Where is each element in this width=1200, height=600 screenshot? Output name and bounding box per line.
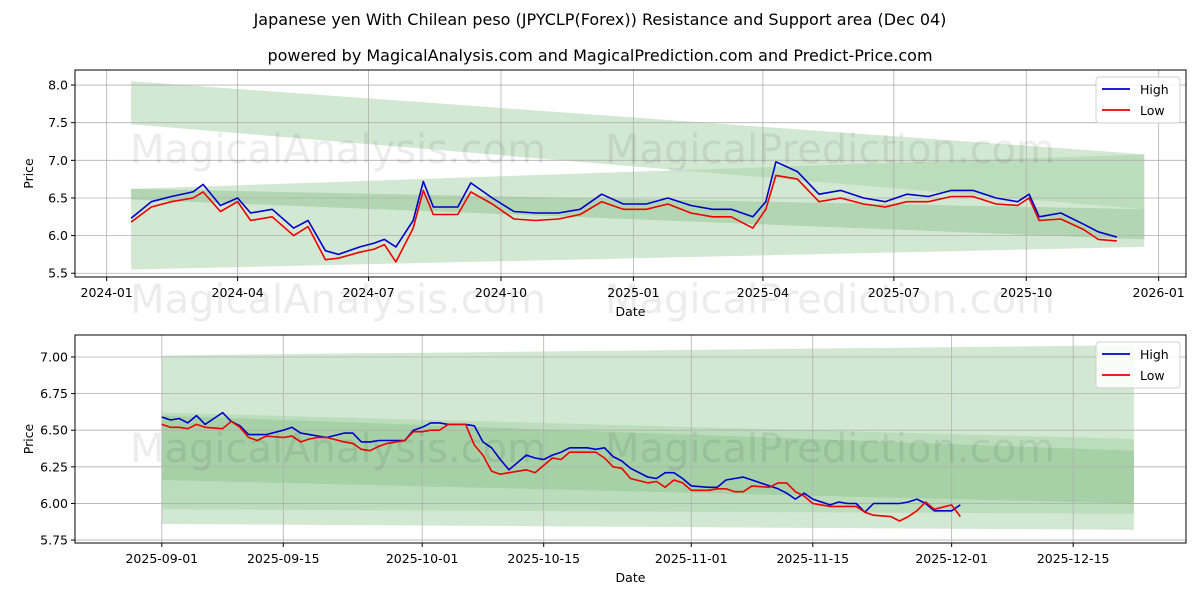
high-price-line bbox=[130, 161, 1118, 256]
plot-panel: 5.5 6.0 6.5 7.0 7.5 8.0 2024-01 2024-04 2024-07 2… bbox=[21, 69, 1187, 319]
axes-frame bbox=[74, 334, 1187, 544]
watermark: MagicalPrediction.com bbox=[605, 127, 1055, 173]
legend: High Low bbox=[1095, 76, 1181, 124]
y-tick-label: 7.5 bbox=[48, 115, 68, 130]
plot-area bbox=[75, 70, 1186, 277]
y-tick-label: 6.0 bbox=[48, 228, 68, 243]
chart-subtitle: powered by MagicalAnalysis.com and Magic… bbox=[267, 46, 933, 65]
legend-label-low: Low bbox=[1140, 103, 1165, 118]
y-tick-label: 6.00 bbox=[40, 496, 68, 511]
watermark: MagicalPrediction.com bbox=[605, 426, 1055, 472]
legend-label-high: High bbox=[1140, 82, 1169, 97]
high-price-line bbox=[161, 411, 961, 514]
y-axis-label: Price bbox=[21, 158, 36, 189]
x-tick-label: 2025-09-15 bbox=[247, 551, 320, 566]
x-tick-label: 2025-04 bbox=[737, 285, 789, 300]
watermark: MagicalAnalysis.com bbox=[130, 426, 546, 472]
legend: High Low bbox=[1095, 341, 1181, 389]
y-tick-label: 7.0 bbox=[48, 153, 68, 168]
y-tick-label: 8.0 bbox=[48, 78, 68, 93]
x-tick-label: 2025-12-01 bbox=[915, 551, 988, 566]
y-tick-label: 7.00 bbox=[40, 349, 68, 364]
x-tick-label: 2024-01 bbox=[81, 285, 133, 300]
y-tick-label: 6.75 bbox=[40, 386, 68, 401]
legend-label-high: High bbox=[1140, 347, 1169, 362]
y-tick-label: 6.50 bbox=[40, 423, 68, 438]
y-tick-label: 6.25 bbox=[40, 459, 68, 474]
watermark: MagicalPrediction.com bbox=[605, 277, 1055, 323]
x-tick-label: 2025-11-15 bbox=[776, 551, 849, 566]
low-price-line bbox=[161, 420, 961, 522]
x-tick-label: 2024-10 bbox=[475, 285, 527, 300]
y-axis-label: Price bbox=[21, 423, 36, 454]
y-tick-label: 5.5 bbox=[48, 266, 68, 281]
x-tick-label: 2025-01 bbox=[607, 285, 659, 300]
x-axis-label: Date bbox=[616, 570, 646, 585]
x-tick-label: 2025-11-01 bbox=[655, 551, 728, 566]
support-resistance-band bbox=[131, 188, 1145, 240]
watermark: MagicalAnalysis.com bbox=[130, 277, 546, 323]
x-tick-label: 2025-07 bbox=[868, 285, 920, 300]
x-tick-label: 2026-01 bbox=[1133, 285, 1185, 300]
plot-area bbox=[75, 335, 1186, 543]
support-resistance-band bbox=[161, 415, 1134, 504]
x-axis-label: Date bbox=[616, 304, 646, 319]
plot-panel: 5.75 6.00 6.25 6.50 6.75 7.00 2025-09-01 2025-0… bbox=[21, 334, 1187, 585]
x-tick-label: 2025-10-01 bbox=[386, 551, 459, 566]
x-tick-label: 2025-12-15 bbox=[1037, 551, 1110, 566]
low-price-line bbox=[130, 174, 1117, 263]
y-tick-label: 6.5 bbox=[48, 190, 68, 205]
legend-label-low: Low bbox=[1140, 368, 1165, 383]
x-tick-label: 2025-09-01 bbox=[125, 551, 198, 566]
x-tick-label: 2025-10-15 bbox=[507, 551, 580, 566]
axes-frame bbox=[74, 69, 1187, 278]
x-tick-label: 2025-10 bbox=[1000, 285, 1052, 300]
x-tick-label: 2024-07 bbox=[342, 285, 394, 300]
watermark: MagicalAnalysis.com bbox=[130, 127, 546, 173]
chart-title: Japanese yen With Chilean peso (JPYCLP(F… bbox=[253, 10, 947, 29]
x-tick-label: 2024-04 bbox=[212, 285, 264, 300]
y-tick-label: 5.75 bbox=[40, 533, 68, 548]
